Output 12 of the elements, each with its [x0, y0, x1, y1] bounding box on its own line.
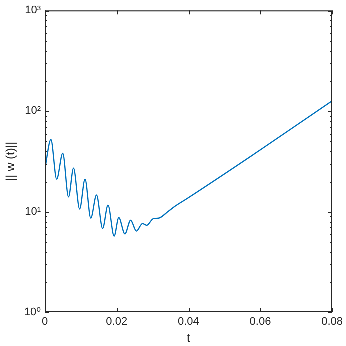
line-series: [45, 100, 332, 237]
x-tick-label: 0.06: [250, 316, 272, 328]
x-axis-title: t: [187, 331, 191, 346]
y-tick-label: 10⁰: [24, 306, 42, 318]
y-tick-label: 10¹: [25, 206, 42, 218]
y-tick-label: 10²: [25, 105, 42, 118]
x-tick-label: 0.04: [178, 316, 200, 328]
y-axis-title: || w (t)||: [4, 142, 18, 182]
x-tick-label: 0.02: [106, 316, 128, 328]
y-tick-label: 10³: [25, 4, 42, 17]
x-tick-label: 0: [42, 316, 48, 328]
x-tick-label: 0.08: [322, 316, 344, 328]
